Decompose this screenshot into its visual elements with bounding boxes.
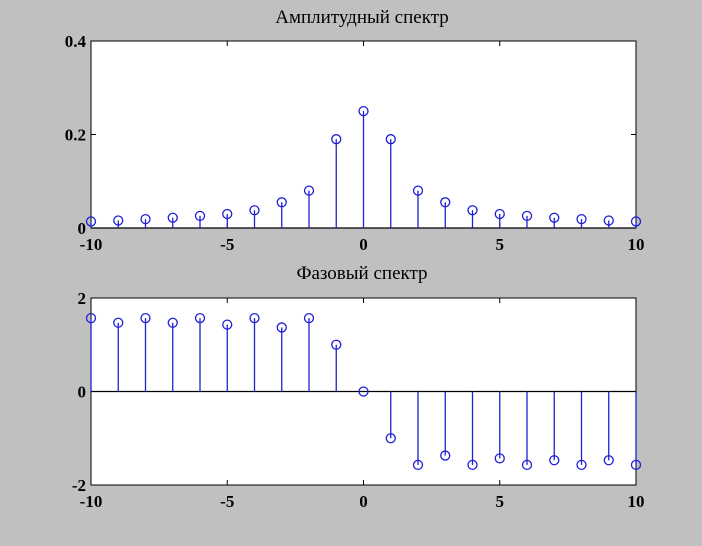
amplitude-stem-marker (358, 105, 369, 117)
amplitude-stem-marker (440, 197, 451, 208)
amplitude-x-tick-label: -10 (80, 235, 103, 254)
amplitude-stem-marker (521, 210, 533, 221)
phase-spectrum-plot: Фазовый спектр -10 -5 0 5 10 -2 0 2 (72, 263, 645, 511)
amplitude-stem-marker (85, 216, 97, 227)
phase-stem-marker (440, 450, 451, 461)
phase-x-tick-label: 10 (628, 492, 645, 511)
amplitude-stem-marker (576, 213, 587, 225)
amplitude-stem-marker (385, 134, 396, 145)
phase-x-tick-label: -10 (80, 492, 103, 511)
amplitude-y-tick-label: 0.4 (65, 32, 87, 51)
amplitude-x-tick-label: -5 (220, 235, 234, 254)
phase-stem-marker (521, 459, 533, 471)
phase-stem-marker (194, 312, 206, 324)
amplitude-stem-marker (603, 215, 614, 226)
amplitude-y-tick-label: 0 (78, 219, 87, 238)
phase-stem-marker (303, 312, 315, 324)
amplitude-stem-marker (303, 185, 315, 196)
phase-stem-marker (85, 312, 97, 324)
amplitude-stem-marker (412, 185, 424, 196)
amplitude-stem-marker (467, 205, 478, 216)
phase-stem-marker (603, 455, 614, 466)
phase-stem-marker (113, 317, 124, 328)
amplitude-x-tick-label: 5 (496, 235, 505, 254)
phase-y-tick-label: -2 (72, 476, 86, 495)
amplitude-stem-marker (549, 212, 560, 223)
phase-y-tick-label: 0 (78, 383, 87, 402)
amplitude-y-tick-label: 0.2 (65, 126, 86, 145)
phase-stem-marker (140, 312, 151, 324)
amplitude-stem-marker (167, 212, 178, 223)
phase-stem-marker (576, 459, 587, 471)
phase-stem-marker (467, 459, 478, 471)
phase-x-tick-label: 0 (359, 492, 368, 511)
phase-stem-marker (331, 339, 342, 350)
phase-stem-marker (276, 322, 287, 333)
amplitude-stem-marker (630, 216, 642, 227)
phase-y-tick-label: 2 (78, 289, 87, 308)
amplitude-x-tick-label: 10 (628, 235, 645, 254)
phase-stem-marker (222, 319, 233, 330)
amplitude-x-tick-label: 0 (359, 235, 368, 254)
phase-stem-marker (385, 433, 396, 444)
amplitude-stem-marker (140, 213, 151, 225)
phase-x-tick-label: -5 (220, 492, 234, 511)
amplitude-spectrum-plot: Амплитудный спектр -10 -5 0 5 10 0 0.2 0.4 (65, 7, 645, 254)
amplitude-stem-marker (222, 208, 233, 220)
amplitude-stem-marker (276, 197, 287, 208)
phase-x-tick-label: 5 (496, 492, 505, 511)
amplitude-stem-marker (113, 215, 124, 226)
amplitude-stem-marker (194, 210, 206, 221)
amplitude-stem-marker (494, 208, 505, 220)
amplitude-spectrum-title: Амплитудный спектр (275, 7, 449, 28)
phase-spectrum-title: Фазовый спектр (296, 263, 427, 284)
amplitude-stem-marker (249, 205, 260, 216)
phase-stem-marker (358, 386, 369, 397)
phase-stem-marker (249, 312, 260, 324)
phase-stem-marker (549, 455, 560, 466)
phase-stem-marker (494, 453, 505, 464)
phase-stem-marker (412, 459, 424, 471)
phase-stem-marker (630, 459, 642, 471)
phase-stem-marker (167, 317, 178, 328)
amplitude-stem-marker (331, 134, 342, 145)
